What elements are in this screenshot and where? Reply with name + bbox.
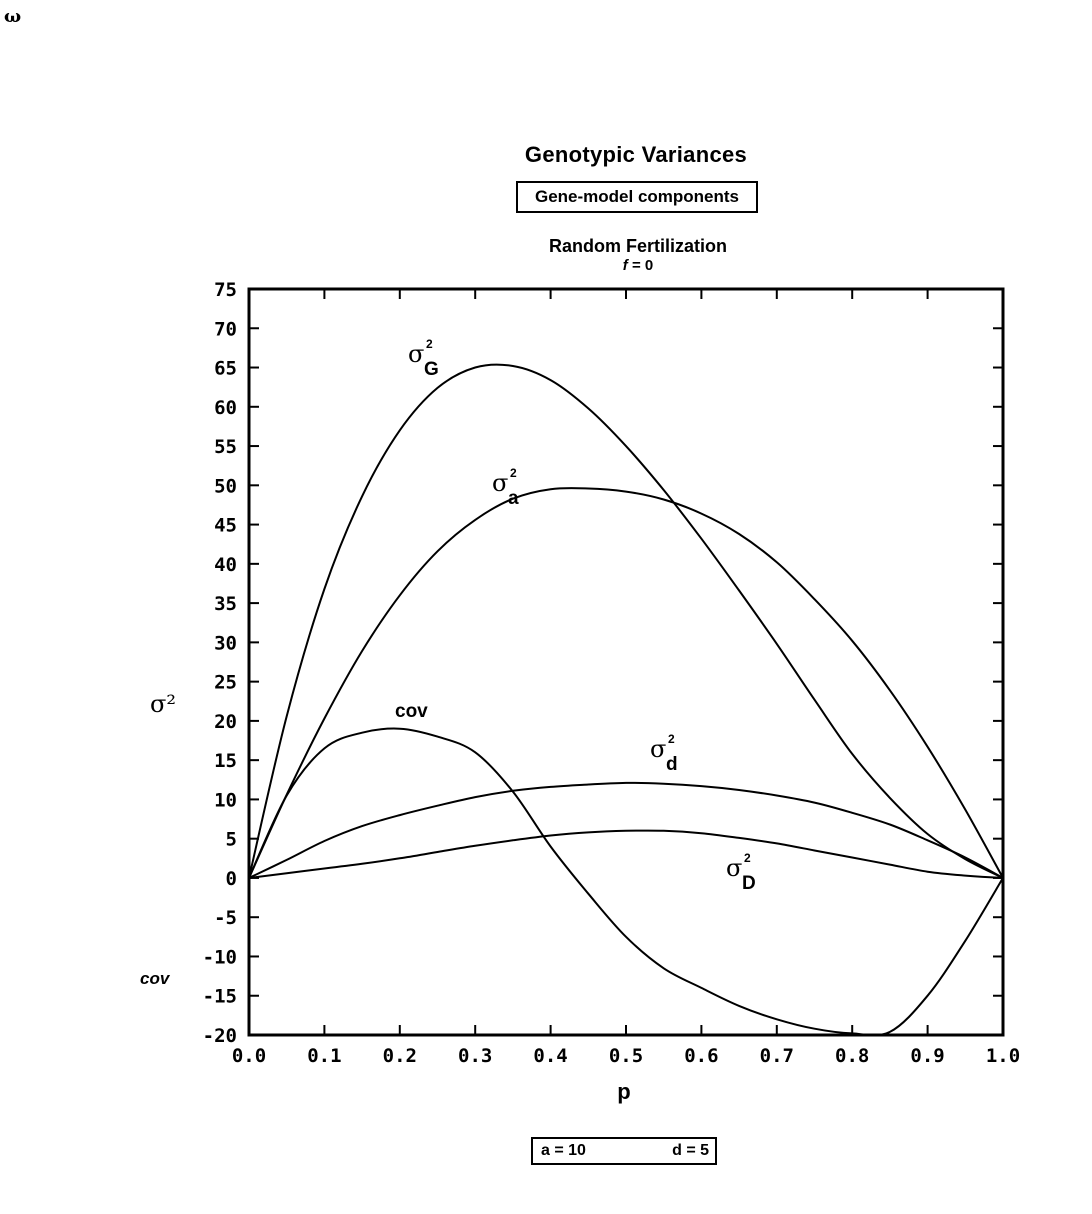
y-axis-secondary-title: cov xyxy=(140,969,171,988)
label-symbol: σ xyxy=(726,854,742,882)
y-axis-title: σ² xyxy=(150,690,176,718)
label-symbol: σ xyxy=(492,469,508,497)
y-tick-label: 20 xyxy=(214,711,237,733)
y-tick-label: 55 xyxy=(214,436,237,458)
y-tick-label: 75 xyxy=(214,279,237,301)
y-tick-label: 60 xyxy=(214,397,237,419)
label-symbol: σ xyxy=(650,735,666,763)
y-tick-label: 50 xyxy=(214,475,237,497)
label-text: cov xyxy=(395,701,428,722)
x-tick-label: 0.6 xyxy=(684,1045,718,1067)
y-tick-label: 70 xyxy=(214,318,237,340)
inbreeding-coefficient: f = 0 xyxy=(488,256,788,276)
label-subscript: G xyxy=(424,359,439,380)
corner-mark: ω xyxy=(4,6,22,27)
y-tick-label: 0 xyxy=(226,868,237,890)
x-tick-label: 0.4 xyxy=(533,1045,567,1067)
curve-sigma2-a xyxy=(248,487,1004,879)
x-tick-label: 0.0 xyxy=(232,1045,266,1067)
x-axis-title: p xyxy=(617,1079,630,1104)
inbreeding-value: = 0 xyxy=(627,257,654,274)
chart-subtitle-box: Gene-model components xyxy=(516,181,758,213)
axis-ticks xyxy=(248,288,1004,1036)
label-subscript: D xyxy=(742,873,756,894)
inbreeding-symbol: f xyxy=(622,257,628,274)
x-tick-label: 0.8 xyxy=(835,1045,869,1067)
label-sigma2-d: σ 2 d xyxy=(650,732,678,775)
y-tick-label: -20 xyxy=(203,1025,237,1047)
mating-system-label: Random Fertilization f = 0 xyxy=(488,236,788,276)
y-tick-label: 35 xyxy=(214,593,237,615)
label-sigma2-a: σ 2 a xyxy=(492,466,519,509)
parameter-a: a = 10 xyxy=(541,1142,586,1159)
curve-cov xyxy=(248,727,1004,1037)
y-tick-label: 25 xyxy=(214,672,237,694)
y-tick-label: 5 xyxy=(226,829,237,851)
x-tick-label: 0.2 xyxy=(383,1045,417,1067)
x-tick-labels: 0.0 0.1 0.2 0.3 0.4 0.5 0.6 0.7 0.8 0.9 1.0 xyxy=(232,1045,1020,1067)
y-tick-label: 45 xyxy=(214,515,237,537)
y-tick-label: 40 xyxy=(214,554,237,576)
series-curves xyxy=(248,363,1004,1037)
parameter-d: d = 5 xyxy=(672,1142,709,1159)
x-tick-label: 1.0 xyxy=(986,1045,1020,1067)
label-subscript: d xyxy=(666,754,678,775)
x-tick-label: 0.1 xyxy=(307,1045,341,1067)
label-superscript: 2 xyxy=(426,337,433,351)
chart-title: Genotypic Variances xyxy=(524,142,748,167)
curve-sigma2-d-upper xyxy=(248,829,1004,879)
label-symbol: σ xyxy=(408,340,424,368)
curve-sigma2-d xyxy=(248,781,1004,879)
y-tick-label: 10 xyxy=(214,789,237,811)
curve-sigma2-g-upper xyxy=(248,363,1004,879)
y-tick-label: 30 xyxy=(214,632,237,654)
label-superscript: 2 xyxy=(744,851,751,865)
label-sigma2-g-upper: σ 2 G xyxy=(408,337,439,380)
y-tick-label: 65 xyxy=(214,358,237,380)
label-subscript: a xyxy=(508,488,519,509)
x-tick-label: 0.7 xyxy=(760,1045,794,1067)
label-cov: cov xyxy=(395,701,428,722)
y-tick-label: -15 xyxy=(203,986,237,1008)
x-tick-label: 0.3 xyxy=(458,1045,492,1067)
y-tick-label: 15 xyxy=(214,750,237,772)
label-superscript: 2 xyxy=(668,732,675,746)
y-tick-label: -10 xyxy=(203,946,237,968)
y-tick-label: -5 xyxy=(214,907,237,929)
parameter-box: a = 10 d = 5 xyxy=(531,1137,717,1165)
mating-system-text: Random Fertilization xyxy=(548,236,727,256)
label-sigma2-d-upper: σ 2 D xyxy=(726,851,756,894)
label-superscript: 2 xyxy=(510,466,517,480)
x-tick-label: 0.5 xyxy=(609,1045,643,1067)
y-tick-labels: 757065605550454035302520151050-5-10-15-2… xyxy=(203,279,237,1047)
x-tick-label: 0.9 xyxy=(910,1045,944,1067)
plot-frame xyxy=(247,287,1005,1037)
